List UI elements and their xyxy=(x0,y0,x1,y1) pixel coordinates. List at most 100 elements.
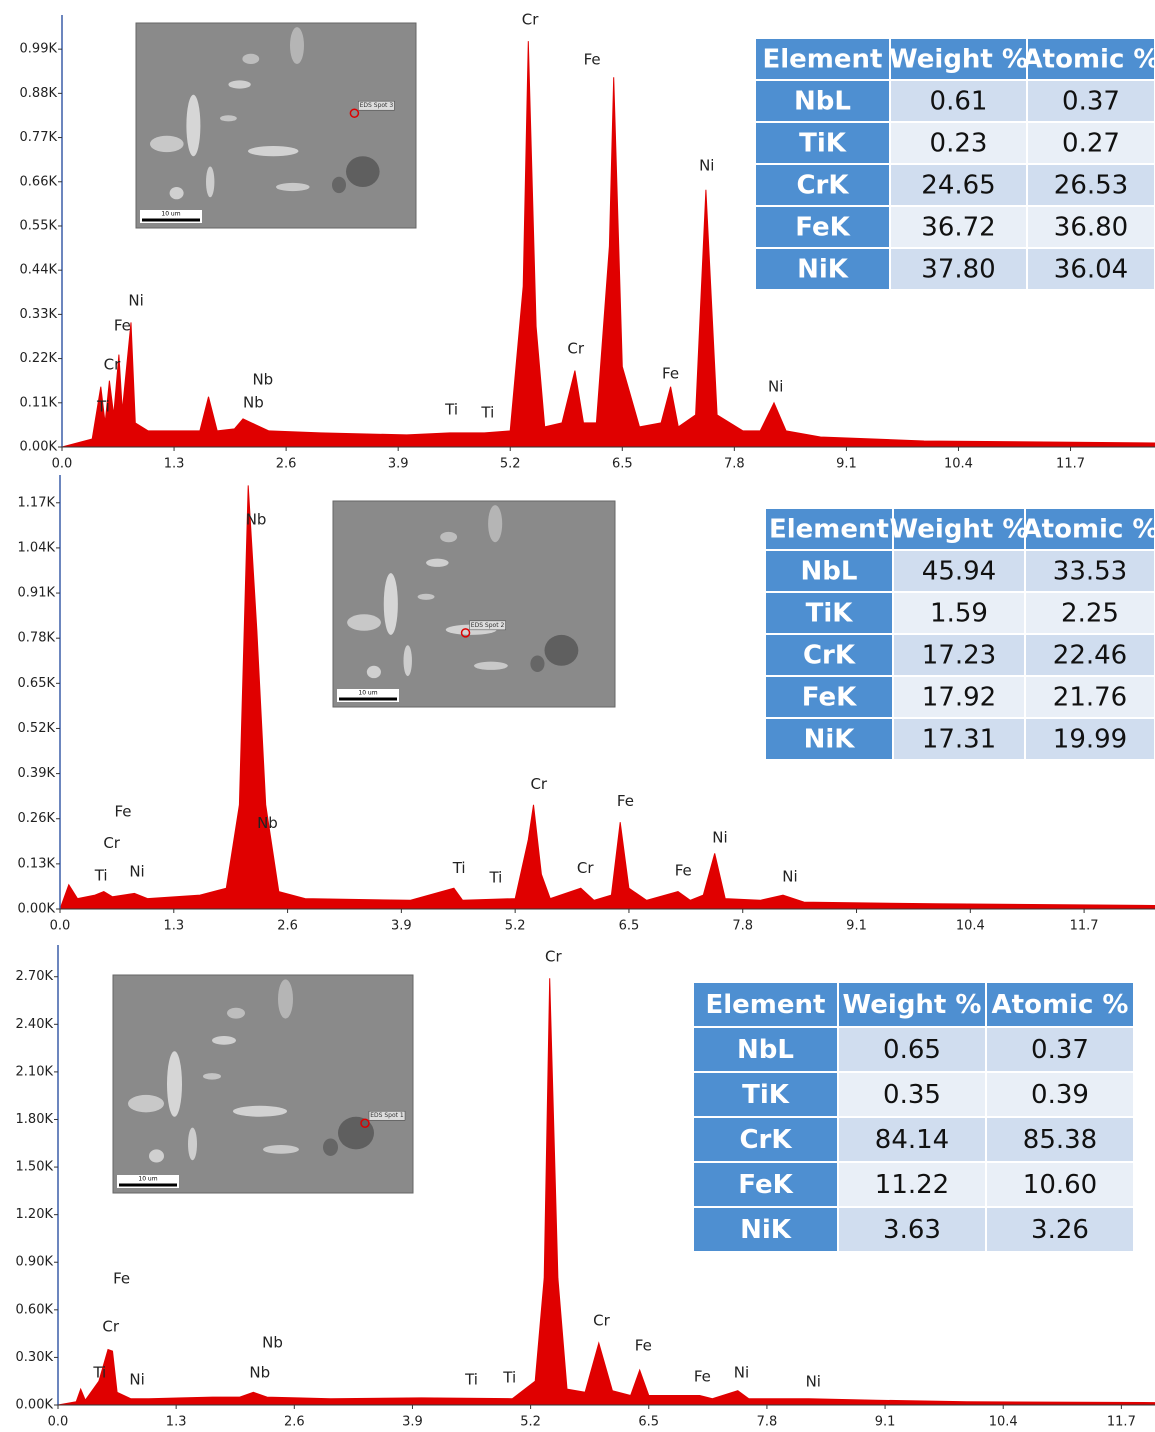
peak-label: Cr xyxy=(522,10,539,28)
sem-feature xyxy=(228,80,250,88)
y-tick-label: 0.00K xyxy=(18,902,56,917)
spot-label: EDS Spot 2 xyxy=(471,622,505,629)
peak-label: Cr xyxy=(103,834,120,852)
y-tick-label: 0.26K xyxy=(18,811,56,826)
peak-label: Fe xyxy=(617,792,634,810)
sem-feature xyxy=(220,115,237,121)
y-tick-label: 0.00K xyxy=(16,1398,54,1413)
x-tick-label: 1.3 xyxy=(163,919,184,934)
x-tick-label: 9.1 xyxy=(836,457,857,472)
table-element: TiK xyxy=(806,599,854,629)
peak-label: Ni xyxy=(806,1373,821,1391)
x-tick-label: 3.9 xyxy=(388,457,409,472)
peak-label: Fe xyxy=(114,317,131,335)
table-cell: 3.63 xyxy=(883,1215,941,1245)
table-element: NbL xyxy=(801,557,858,587)
x-tick-label: 3.9 xyxy=(402,1415,423,1430)
y-tick-label: 0.99K xyxy=(20,42,58,57)
sem-feature xyxy=(227,1008,245,1019)
sem-feature xyxy=(440,532,457,542)
sem-feature xyxy=(488,505,502,542)
x-tick-label: 6.5 xyxy=(619,919,640,934)
table-cell: 0.23 xyxy=(930,129,988,159)
x-tick-label: 9.1 xyxy=(875,1415,896,1430)
table-header: Weight % xyxy=(889,45,1028,75)
table-element: CrK xyxy=(796,171,849,201)
table-element: NiK xyxy=(797,255,849,285)
table-cell: 84.14 xyxy=(875,1125,949,1155)
y-tick-label: 2.70K xyxy=(16,969,54,984)
sem-feature xyxy=(206,167,214,198)
table-header: Weight % xyxy=(890,515,1029,545)
peak-label: Ni xyxy=(768,378,783,396)
x-tick-label: 7.8 xyxy=(724,457,745,472)
sem-feature xyxy=(263,1145,299,1154)
peak-label: Ti xyxy=(480,403,494,421)
peak-label: Ni xyxy=(129,1370,144,1388)
spectrum-panel: 0.00K0.30K0.60K0.90K1.20K1.50K1.80K2.10K… xyxy=(16,945,1155,1430)
table-cell: 26.53 xyxy=(1054,171,1128,201)
x-tick-label: 0.0 xyxy=(52,457,73,472)
sem-feature xyxy=(203,1073,221,1080)
sem-feature xyxy=(212,1036,236,1045)
x-tick-label: 9.1 xyxy=(846,919,867,934)
table-element: NiK xyxy=(740,1215,792,1245)
peak-label: Ti xyxy=(96,397,110,415)
table-cell: 22.46 xyxy=(1053,641,1127,671)
table-cell: 3.26 xyxy=(1031,1215,1089,1245)
table-cell: 11.22 xyxy=(875,1170,949,1200)
y-tick-label: 0.65K xyxy=(18,676,56,691)
table-header: Atomic % xyxy=(1023,45,1155,75)
sem-feature xyxy=(332,177,346,193)
table-element: NiK xyxy=(804,725,856,755)
x-tick-label: 0.0 xyxy=(50,919,71,934)
peak-label: Fe xyxy=(584,51,601,69)
sem-feature xyxy=(167,1051,182,1116)
y-tick-label: 0.60K xyxy=(16,1302,54,1317)
y-tick-label: 0.52K xyxy=(18,721,56,736)
peak-label: Nb xyxy=(243,393,264,411)
table-cell: 19.99 xyxy=(1053,725,1127,755)
peak-label: Cr xyxy=(530,775,547,793)
x-tick-label: 2.6 xyxy=(277,919,298,934)
peak-label: Ni xyxy=(128,292,143,310)
table-cell: 36.04 xyxy=(1054,255,1128,285)
sem-feature xyxy=(404,645,412,676)
spectrum-panel: 0.00K0.13K0.26K0.39K0.52K0.65K0.78K0.91K… xyxy=(18,475,1155,934)
figure: 0.00K0.11K0.22K0.33K0.44K0.55K0.66K0.77K… xyxy=(0,0,1155,1432)
x-tick-label: 7.8 xyxy=(757,1415,778,1430)
sem-feature xyxy=(384,573,398,635)
peak-label: Nb xyxy=(249,1363,270,1381)
table-header: Element xyxy=(769,515,889,545)
x-tick-label: 0.0 xyxy=(48,1415,69,1430)
peak-label: Ni xyxy=(129,862,144,880)
peak-label: Nb xyxy=(246,510,267,528)
table-cell: 36.72 xyxy=(921,213,995,243)
peak-label: Cr xyxy=(567,339,584,357)
x-tick-label: 5.2 xyxy=(500,457,521,472)
table-cell: 1.59 xyxy=(930,599,988,629)
peak-label: Fe xyxy=(635,1336,652,1354)
sem-feature xyxy=(128,1095,164,1112)
x-tick-label: 3.9 xyxy=(391,919,412,934)
peak-label: Ti xyxy=(94,867,108,885)
table-cell: 0.37 xyxy=(1062,87,1120,117)
peak-label: Fe xyxy=(662,364,679,382)
table-element: FeK xyxy=(795,213,850,243)
x-tick-label: 11.7 xyxy=(1056,457,1085,472)
y-tick-label: 0.33K xyxy=(20,307,58,322)
table-cell: 37.80 xyxy=(921,255,995,285)
sem-feature xyxy=(367,666,381,678)
x-tick-label: 1.3 xyxy=(166,1415,187,1430)
sem-feature xyxy=(278,979,293,1018)
sem-feature xyxy=(188,1128,197,1161)
y-tick-label: 0.78K xyxy=(18,631,56,646)
x-tick-label: 5.2 xyxy=(520,1415,541,1430)
peak-label: Nb xyxy=(257,814,278,832)
peak-label: Ti xyxy=(444,401,458,419)
peak-label: Ni xyxy=(699,157,714,175)
spot-label: EDS Spot 3 xyxy=(360,102,394,109)
peak-label: Cr xyxy=(545,948,562,966)
peak-label: Cr xyxy=(104,356,121,374)
sem-feature xyxy=(233,1106,287,1117)
